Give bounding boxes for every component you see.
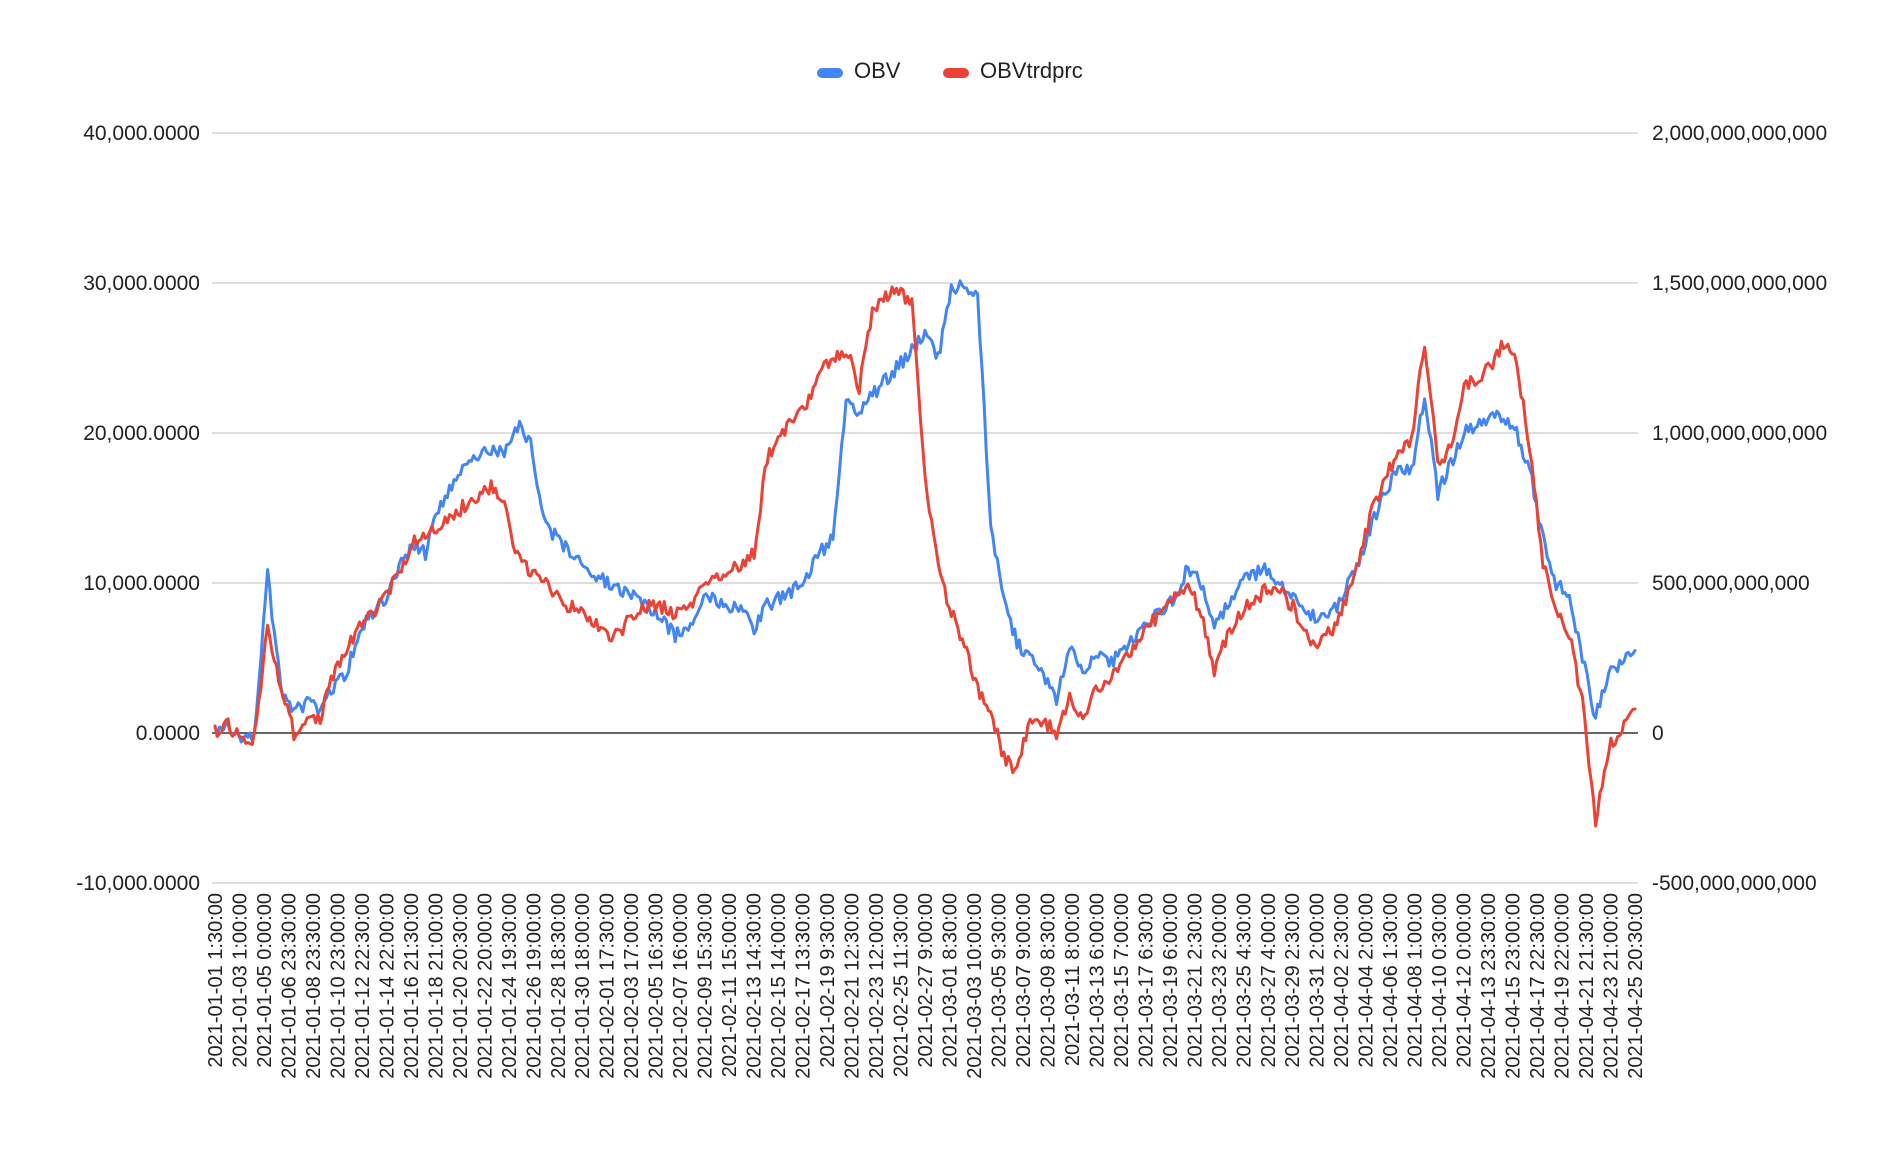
series-line-obvtrdprc	[213, 285, 1637, 828]
x-axis-tick-label: 2021-01-10 23:00:00	[327, 893, 349, 1079]
x-axis-tick-label: 2021-03-01 8:30:00	[939, 893, 961, 1068]
x-axis-tick-label: 2021-01-08 23:30:00	[303, 893, 325, 1079]
legend-label-obvtrdprc: OBVtrdprc	[980, 58, 1083, 83]
x-axis-tick-label: 2021-04-19 22:00:00	[1552, 893, 1574, 1079]
left-axis-tick-label: 10,000.0000	[83, 572, 200, 595]
x-axis-tick-label: 2021-02-19 9:30:00	[817, 893, 839, 1068]
x-axis-tick-label: 2021-03-05 9:30:00	[988, 893, 1010, 1068]
x-axis-tick-label: 2021-01-22 20:00:00	[474, 893, 496, 1079]
series-line-obv	[213, 279, 1637, 744]
right-axis-tick-label: 2,000,000,000,000	[1652, 122, 1827, 145]
x-axis-tick-label: 2021-02-25 11:30:00	[891, 893, 913, 1077]
x-axis-tick-label: 2021-03-27 4:00:00	[1258, 893, 1280, 1068]
x-axis-tick-label: 2021-04-08 1:00:00	[1405, 893, 1427, 1068]
gridlines	[212, 132, 1638, 884]
x-axis-tick-label: 2021-03-11 8:00:00	[1062, 893, 1084, 1066]
x-axis-tick-label: 2021-02-05 16:30:00	[646, 893, 668, 1079]
x-axis-tick-label: 2021-01-20 20:30:00	[450, 893, 472, 1079]
x-axis-tick-label: 2021-03-25 4:30:00	[1233, 893, 1255, 1068]
x-axis-tick-label: 2021-02-23 12:00:00	[866, 893, 888, 1079]
x-axis-tick-label: 2021-01-18 21:00:00	[425, 893, 447, 1079]
x-axis-tick-label: 2021-03-19 6:00:00	[1160, 893, 1182, 1068]
x-axis-tick-label: 2021-04-13 23:30:00	[1478, 893, 1500, 1079]
x-axis-tick-label: 2021-03-31 2:00:00	[1307, 893, 1329, 1068]
x-axis-tick-label: 2021-04-10 0:30:00	[1429, 893, 1451, 1068]
x-axis-tick-label: 2021-02-03 17:00:00	[621, 893, 643, 1079]
x-axis-tick-label: 2021-03-13 6:00:00	[1086, 893, 1108, 1068]
x-axis-tick-label: 2021-03-15 7:00:00	[1111, 893, 1133, 1068]
x-axis-tick-label: 2021-01-16 21:30:00	[401, 893, 423, 1079]
x-axis-tick-label: 2021-04-15 23:00:00	[1503, 893, 1525, 1079]
right-axis-tick-label: -500,000,000,000	[1652, 872, 1817, 895]
x-axis-tick-label: 2021-01-06 23:30:00	[278, 893, 300, 1079]
x-axis-tick-label: 2021-04-06 1:30:00	[1380, 893, 1402, 1068]
right-axis-tick-label: 500,000,000,000	[1652, 572, 1810, 595]
x-axis-ticks: 2021-01-01 1:30:00 2021-01-03 1:00:00 2021…	[205, 893, 1647, 1079]
x-axis-tick-label: 2021-04-02 2:30:00	[1331, 893, 1353, 1068]
x-axis-tick-label: 2021-04-23 21:00:00	[1601, 893, 1623, 1079]
x-axis-tick-label: 2021-04-17 22:30:00	[1527, 893, 1549, 1079]
left-axis-ticks: -10,000.0000 0.0000 10,000.0000 20,000.0000…	[76, 122, 200, 895]
x-axis-tick-label: 2021-02-11 15:00:00	[719, 893, 741, 1077]
x-axis-tick-label: 2021-03-29 2:30:00	[1282, 893, 1304, 1068]
series-layer	[213, 279, 1637, 828]
x-axis-tick-label: 2021-01-14 22:00:00	[376, 893, 398, 1079]
x-axis-tick-label: 2021-01-12 22:30:00	[352, 893, 374, 1079]
x-axis-tick-label: 2021-04-21 21:30:00	[1576, 893, 1598, 1079]
x-axis-tick-label: 2021-03-23 2:00:00	[1209, 893, 1231, 1068]
left-axis-tick-label: 0.0000	[136, 722, 200, 745]
x-axis-tick-label: 2021-02-17 13:30:00	[793, 893, 815, 1079]
legend: OBV OBVtrdprc	[817, 58, 1083, 83]
x-axis-tick-label: 2021-01-03 1:00:00	[229, 893, 251, 1068]
x-axis-tick-label: 2021-01-24 19:30:00	[499, 893, 521, 1079]
x-axis-tick-label: 2021-03-07 9:00:00	[1013, 893, 1035, 1068]
legend-swatch-obv	[817, 68, 843, 78]
x-axis-tick-label: 2021-02-15 14:00:00	[768, 893, 790, 1079]
x-axis-tick-label: 2021-02-21 12:30:00	[842, 893, 864, 1079]
x-axis-tick-label: 2021-01-26 19:00:00	[523, 893, 545, 1079]
x-axis-tick-label: 2021-03-03 10:00:00	[964, 893, 986, 1079]
legend-swatch-obvtrdprc	[943, 68, 969, 78]
left-axis-tick-label: 40,000.0000	[83, 122, 200, 145]
x-axis-tick-label: 2021-01-05 0:00:00	[254, 893, 276, 1068]
right-axis-tick-label: 1,500,000,000,000	[1652, 272, 1827, 295]
x-axis-tick-label: 2021-02-07 16:00:00	[670, 893, 692, 1079]
x-axis-tick-label: 2021-03-17 6:30:00	[1135, 893, 1157, 1068]
x-axis-tick-label: 2021-04-12 0:00:00	[1454, 893, 1476, 1068]
left-axis-tick-label: 20,000.0000	[83, 422, 200, 445]
x-axis-tick-label: 2021-02-09 15:30:00	[695, 893, 717, 1079]
x-axis-tick-label: 2021-01-28 18:30:00	[548, 893, 570, 1079]
right-axis-tick-label: 0	[1652, 722, 1664, 745]
x-axis-tick-label: 2021-04-04 2:00:00	[1356, 893, 1378, 1068]
x-axis-tick-label: 2021-03-09 8:30:00	[1037, 893, 1059, 1068]
x-axis-tick-label: 2021-03-21 2:30:00	[1184, 893, 1206, 1068]
x-axis-tick-label: 2021-04-25 20:30:00	[1625, 893, 1647, 1079]
x-axis-tick-label: 2021-02-27 9:00:00	[915, 893, 937, 1068]
right-axis-tick-label: 1,000,000,000,000	[1652, 422, 1827, 445]
x-axis-tick-label: 2021-01-01 1:30:00	[205, 893, 227, 1068]
x-axis-tick-label: 2021-01-30 18:00:00	[572, 893, 594, 1079]
left-axis-tick-label: -10,000.0000	[76, 872, 200, 895]
x-axis-tick-label: 2021-02-13 14:30:00	[744, 893, 766, 1079]
right-axis-ticks: -500,000,000,000 0 500,000,000,000 1,000,00…	[1652, 122, 1827, 895]
legend-label-obv: OBV	[854, 58, 901, 83]
left-axis-tick-label: 30,000.0000	[83, 272, 200, 295]
x-axis-tick-label: 2021-02-01 17:30:00	[597, 893, 619, 1079]
